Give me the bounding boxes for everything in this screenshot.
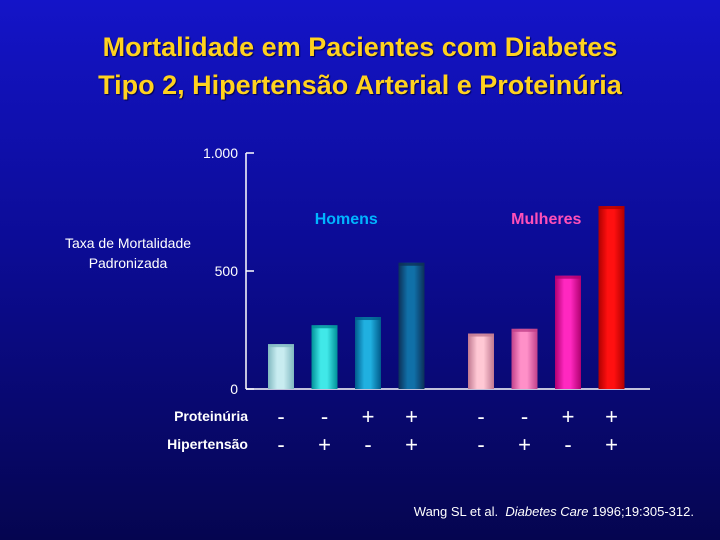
bar-top (311, 325, 338, 329)
y-axis-label-line-1: Taxa de Mortalidade (65, 235, 191, 251)
bar (468, 333, 494, 389)
bar-top (555, 275, 581, 279)
bar (598, 206, 625, 389)
hipertensao-sign: - (564, 432, 571, 457)
citation-authors: Wang SL et al. (413, 504, 499, 519)
bar (355, 317, 381, 389)
proteinuria-sign: - (277, 404, 284, 429)
bar-top (511, 328, 538, 332)
proteinuria-sign: - (521, 404, 528, 429)
citation: Wang SL et al. Diabetes Care 1996;19:305… (414, 504, 694, 519)
bar-top (268, 344, 294, 348)
y-tick-label: 500 (215, 263, 239, 279)
y-tick-label: 0 (230, 381, 238, 397)
y-axis-label-line-2: Padronizada (89, 255, 168, 271)
proteinuria-sign: + (605, 404, 618, 429)
bar-top (598, 206, 625, 210)
bar (511, 328, 538, 389)
bar (311, 325, 338, 389)
bar (555, 275, 581, 389)
proteinuria-sign: + (405, 404, 418, 429)
proteinuria-sign: - (477, 404, 484, 429)
bar-top (468, 333, 494, 337)
title-line-1: Mortalidade em Pacientes com Diabetes (102, 32, 618, 62)
bar-top (398, 262, 425, 266)
hipertensao-sign: - (477, 432, 484, 457)
proteinuria-sign: + (362, 404, 375, 429)
y-tick-label: 1.000 (203, 145, 238, 161)
hipertensao-sign: - (277, 432, 284, 457)
group-label: Mulheres (511, 211, 581, 228)
hipertensao-sign: + (605, 432, 618, 457)
hipertensao-sign: - (364, 432, 371, 457)
hipertensao-sign: + (405, 432, 418, 457)
hipertensao-sign: + (518, 432, 531, 457)
citation-journal: Diabetes Care (505, 504, 589, 519)
citation-details: 1996;19:305-312. (592, 504, 694, 519)
hipertensao-sign: + (318, 432, 331, 457)
bar-top (355, 317, 381, 321)
row-label: Proteinúria (174, 408, 248, 424)
bar (268, 344, 294, 389)
bar (398, 262, 425, 389)
group-label: Homens (315, 211, 378, 228)
title-line-2: Tipo 2, Hipertensão Arterial e Proteinúr… (98, 70, 622, 100)
proteinuria-sign: + (562, 404, 575, 429)
row-label: Hipertensão (167, 436, 248, 452)
proteinuria-sign: - (321, 404, 328, 429)
